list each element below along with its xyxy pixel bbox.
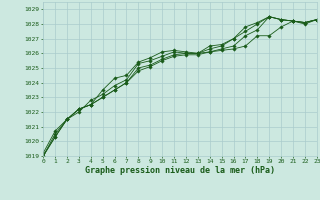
- X-axis label: Graphe pression niveau de la mer (hPa): Graphe pression niveau de la mer (hPa): [85, 166, 275, 175]
